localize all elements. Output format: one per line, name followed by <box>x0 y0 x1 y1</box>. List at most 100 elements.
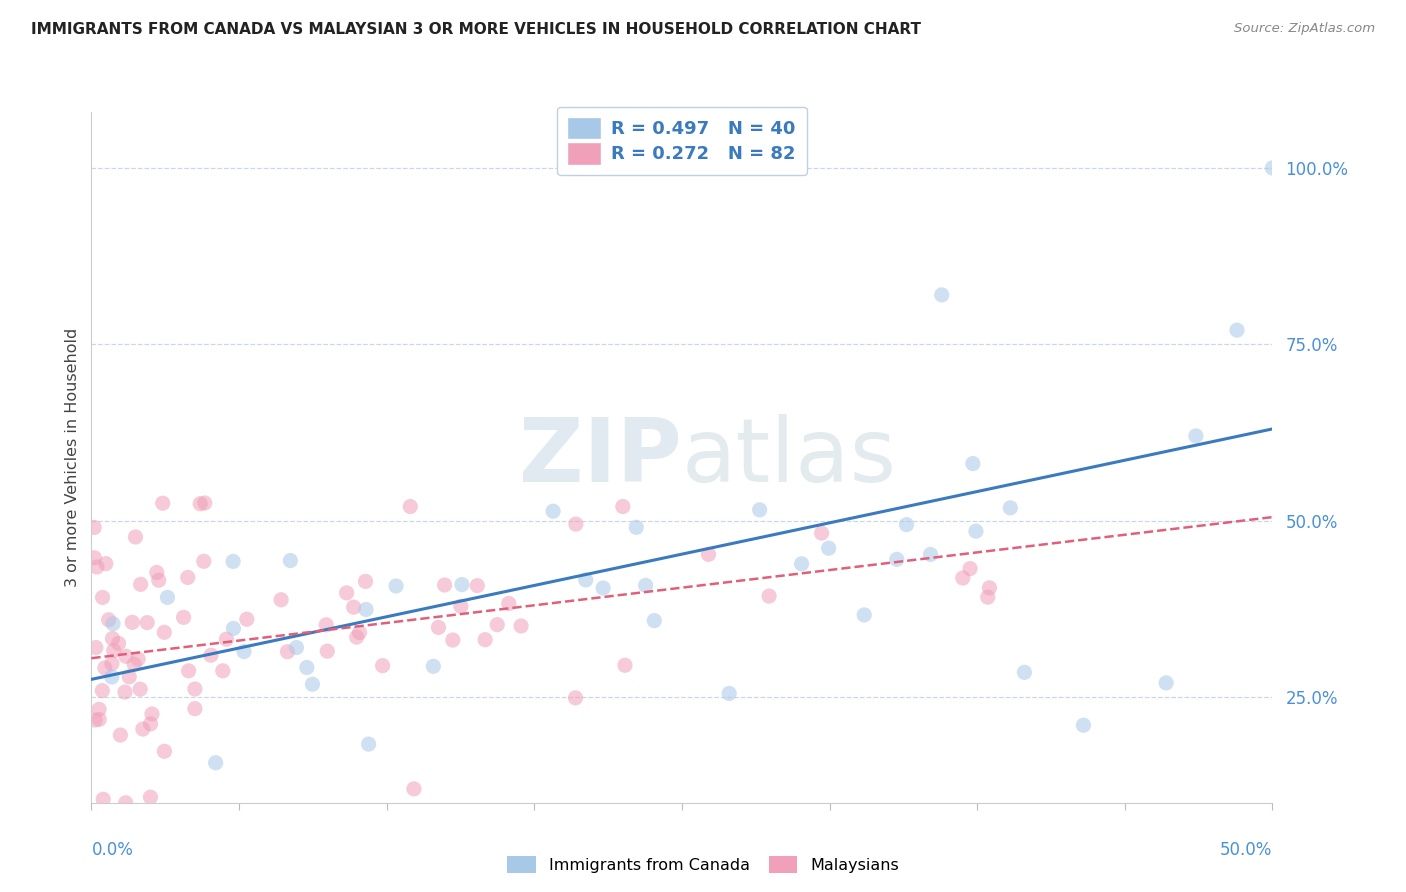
Point <box>83 550 105 565</box>
Point <box>127 652 149 666</box>
Point <box>124 530 146 544</box>
Point <box>152 496 174 510</box>
Point <box>979 581 1001 595</box>
Point <box>474 632 496 647</box>
Point <box>94 557 117 571</box>
Point <box>184 681 207 696</box>
Point <box>193 554 215 568</box>
Point <box>301 677 323 691</box>
Point <box>450 599 472 614</box>
Point <box>853 607 876 622</box>
Point <box>349 625 371 640</box>
Point <box>188 497 211 511</box>
Point <box>276 645 298 659</box>
Point <box>643 614 665 628</box>
Point <box>896 517 918 532</box>
Point <box>1000 500 1022 515</box>
Point <box>110 728 132 742</box>
Point <box>194 496 217 510</box>
Point <box>132 722 155 736</box>
Point <box>498 597 520 611</box>
Point <box>748 503 770 517</box>
Point <box>129 577 152 591</box>
Point <box>886 552 908 566</box>
Point <box>153 625 176 640</box>
Point <box>295 660 318 674</box>
Point <box>89 712 111 726</box>
Point <box>94 661 117 675</box>
Point <box>427 620 450 634</box>
Point <box>626 520 648 534</box>
Point <box>465 579 488 593</box>
Point <box>91 591 114 605</box>
Point <box>139 717 162 731</box>
Point <box>222 621 245 635</box>
Text: atlas: atlas <box>682 414 897 500</box>
Text: 50.0%: 50.0% <box>1220 841 1272 859</box>
Point <box>97 613 120 627</box>
Point <box>697 547 720 561</box>
Point <box>222 554 245 568</box>
Point <box>614 658 637 673</box>
Point <box>285 640 308 655</box>
Point <box>399 500 422 514</box>
Point <box>215 632 238 647</box>
Point <box>114 796 136 810</box>
Point <box>486 617 509 632</box>
Point <box>101 657 124 671</box>
Point <box>121 615 143 630</box>
Point <box>315 617 337 632</box>
Point <box>541 504 564 518</box>
Point <box>1014 665 1036 680</box>
Point <box>200 648 222 663</box>
Point <box>575 573 598 587</box>
Point <box>790 557 813 571</box>
Point <box>959 561 981 575</box>
Point <box>634 578 657 592</box>
Point <box>451 577 474 591</box>
Point <box>91 683 114 698</box>
Point <box>817 541 839 556</box>
Point <box>931 288 953 302</box>
Point <box>952 571 974 585</box>
Point <box>86 560 108 574</box>
Point <box>270 592 292 607</box>
Legend: Immigrants from Canada, Malaysians: Immigrants from Canada, Malaysians <box>501 849 905 880</box>
Point <box>422 659 444 673</box>
Point <box>1226 323 1249 337</box>
Point <box>101 670 124 684</box>
Point <box>810 526 832 541</box>
Text: Source: ZipAtlas.com: Source: ZipAtlas.com <box>1234 22 1375 36</box>
Point <box>441 633 464 648</box>
Point <box>91 792 114 806</box>
Point <box>371 658 394 673</box>
Point <box>564 690 586 705</box>
Point <box>1185 429 1208 443</box>
Point <box>177 570 200 584</box>
Point <box>758 589 780 603</box>
Point <box>565 517 588 532</box>
Point <box>612 500 634 514</box>
Point <box>153 744 176 758</box>
Point <box>107 636 129 650</box>
Point <box>1154 676 1177 690</box>
Point <box>136 615 159 630</box>
Point <box>87 702 110 716</box>
Text: IMMIGRANTS FROM CANADA VS MALAYSIAN 3 OR MORE VEHICLES IN HOUSEHOLD CORRELATION : IMMIGRANTS FROM CANADA VS MALAYSIAN 3 OR… <box>31 22 921 37</box>
Point <box>84 640 107 655</box>
Point <box>83 520 105 534</box>
Point <box>354 602 377 616</box>
Point <box>204 756 226 770</box>
Point <box>236 612 259 626</box>
Point <box>1261 161 1284 175</box>
Point <box>148 573 170 587</box>
Point <box>346 630 368 644</box>
Point <box>385 579 408 593</box>
Point <box>316 644 339 658</box>
Point <box>156 591 179 605</box>
Point <box>103 643 125 657</box>
Point <box>211 664 233 678</box>
Point <box>962 457 984 471</box>
Point <box>129 682 152 697</box>
Point <box>357 737 380 751</box>
